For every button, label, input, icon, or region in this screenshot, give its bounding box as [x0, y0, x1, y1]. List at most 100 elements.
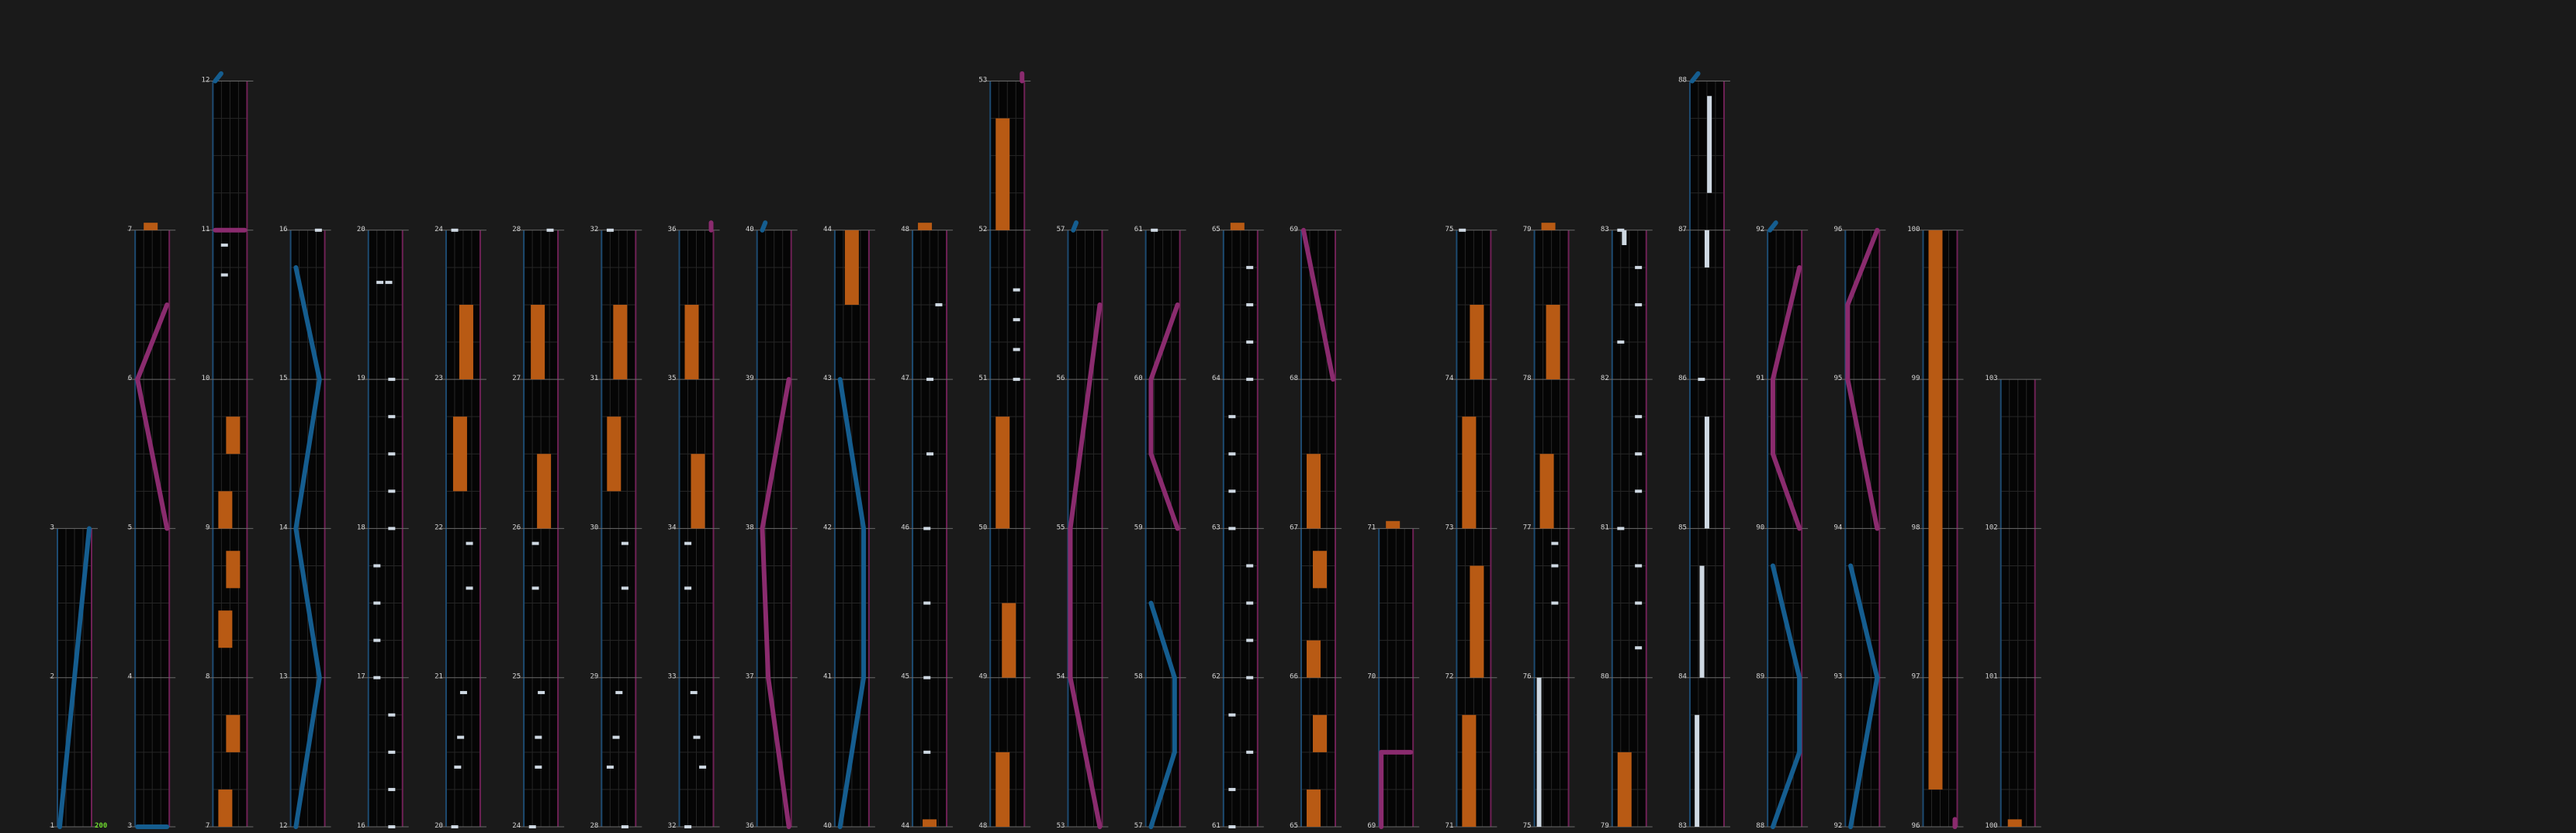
beat-number-label: 6	[128, 375, 132, 382]
beat-number-label: 10	[202, 375, 210, 382]
tap-note	[1617, 340, 1625, 344]
tap-note	[684, 586, 692, 590]
beat-number-label: 75	[1523, 822, 1532, 830]
beat-number-label: 88	[1678, 77, 1687, 85]
hold-note	[1462, 714, 1477, 827]
beat-number-label: 78	[1523, 375, 1532, 382]
blue-slide-segment	[1768, 220, 1778, 233]
beat-number-label: 63	[1212, 524, 1220, 531]
hold-note	[995, 752, 1010, 827]
beat-number-label: 18	[357, 524, 365, 531]
blue-slide-segment	[1071, 220, 1079, 233]
tap-note	[531, 541, 539, 545]
pink-slide-segment	[1845, 377, 1880, 531]
tap-note	[1459, 228, 1466, 232]
beat-number-label: 28	[512, 226, 521, 233]
tap-note	[1617, 527, 1625, 531]
hold-note	[1617, 752, 1632, 827]
hold-note	[218, 491, 233, 529]
lane-column: 48 49 50 51 52 53	[978, 71, 1031, 830]
beat-number-label: 88	[1756, 822, 1764, 830]
tap-note	[535, 766, 542, 769]
blue-slide-segment	[293, 526, 322, 680]
beat-number-label: 73	[1446, 524, 1454, 531]
beat-number-label: 30	[590, 524, 598, 531]
lane-column: 61 62 63 64 65	[1212, 223, 1264, 830]
combo-badge: 200	[95, 822, 107, 830]
white-hold-note	[1704, 230, 1709, 268]
hold-note	[459, 304, 473, 380]
beat-number-label: 22	[435, 524, 443, 531]
beat-number-label: 23	[435, 375, 443, 382]
blue-slide-segment	[1770, 749, 1802, 829]
beat-number-label: 12	[279, 822, 288, 830]
tap-note	[1228, 489, 1236, 493]
beat-number-label: 65	[1290, 822, 1298, 830]
lane-column: 53 54 55 56 57	[1057, 220, 1109, 830]
tap-note	[388, 527, 396, 531]
hold-note	[1539, 454, 1554, 529]
tap-note	[690, 690, 698, 694]
tap-note	[388, 415, 396, 419]
beat-number-label: 100	[1985, 822, 1997, 830]
beat-number-label: 50	[978, 524, 987, 531]
beat-number-label: 39	[746, 375, 754, 382]
hold-note	[226, 551, 241, 589]
beat-number-label: 97	[1912, 673, 1920, 681]
tap-note	[388, 825, 396, 828]
beat-number-label: 81	[1601, 524, 1609, 531]
beat-number-label: 62	[1212, 673, 1220, 681]
beat-number-label: 99	[1912, 375, 1920, 382]
beat-number-label: 44	[823, 226, 832, 233]
pink-slide-segment	[760, 377, 791, 531]
hold-note	[995, 118, 1010, 230]
beat-number-label: 60	[1134, 375, 1143, 382]
blue-slide-segment	[293, 377, 322, 531]
beat-number-label: 19	[357, 375, 365, 382]
tap-note	[606, 228, 614, 232]
hold-note	[218, 610, 233, 648]
tap-note	[376, 281, 384, 285]
beat-number-label: 9	[206, 524, 209, 531]
lane-column: 92 93 94 95 96	[1833, 226, 1886, 830]
beat-number-label: 61	[1212, 822, 1220, 830]
beat-number-label: 46	[901, 524, 909, 531]
hold-note	[1002, 603, 1016, 678]
tap-note	[1013, 378, 1020, 382]
hold-note	[918, 223, 933, 230]
tap-note	[699, 766, 707, 769]
pink-slide-segment	[135, 377, 170, 531]
lane-column: 40 41 42 43 44	[823, 226, 875, 830]
hold-note	[691, 454, 705, 529]
tap-note	[220, 273, 228, 277]
beat-number-label: 66	[1290, 673, 1298, 681]
hold-note	[1928, 230, 1943, 790]
hold-note	[1230, 223, 1245, 230]
hold-note	[844, 230, 859, 305]
hold-note	[923, 819, 937, 827]
tap-note	[1246, 265, 1254, 269]
hold-note	[2007, 819, 2022, 827]
pink-slide-segment	[1068, 302, 1103, 531]
tap-note	[531, 586, 539, 590]
lane-column: 57 58 59 60 61	[1134, 226, 1186, 830]
beat-number-label: 29	[590, 673, 598, 681]
tap-note	[684, 825, 692, 828]
tap-note	[1246, 340, 1254, 344]
beat-number-label: 70	[1367, 673, 1376, 681]
blue-slide-segment	[837, 675, 867, 829]
lane-column: 96 97 98 99 100	[1907, 226, 1964, 830]
pink-slide-segment	[135, 302, 170, 382]
tap-note	[373, 638, 381, 642]
tap-note	[1228, 787, 1236, 791]
hold-note	[1546, 304, 1560, 380]
pink-slide-segment	[1068, 675, 1103, 829]
tap-note	[451, 228, 459, 232]
beat-number-label: 94	[1833, 524, 1842, 531]
beat-number-label: 21	[435, 673, 443, 681]
tap-note	[1635, 302, 1643, 306]
blue-slide-segment	[760, 220, 768, 233]
lane-column: 71 72 73 74 75	[1446, 226, 1497, 830]
hold-note	[1313, 714, 1328, 752]
